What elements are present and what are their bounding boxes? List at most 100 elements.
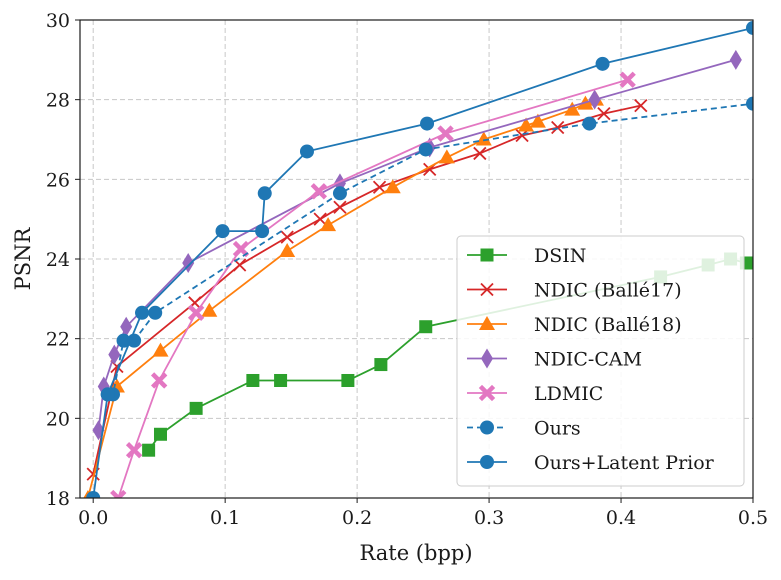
legend-marker	[479, 316, 495, 330]
series-layer	[83, 20, 753, 498]
x-tick-label: 0.1	[210, 507, 240, 529]
series-ndic-ball-17	[86, 99, 648, 481]
x-axis-label: Rate (bpp)	[359, 541, 472, 565]
data-point	[597, 106, 611, 121]
y-tick-label: 22	[46, 329, 70, 351]
legend-box	[456, 235, 745, 487]
data-point	[418, 142, 433, 157]
y-axis-label: PSNR	[11, 226, 35, 290]
legend-label: LDMIC	[534, 383, 603, 405]
data-point	[232, 240, 250, 258]
legend-label: NDIC (Ballé17)	[534, 280, 682, 302]
x-tick-label: 0.2	[342, 507, 372, 529]
legend: DSIN NDIC (Ballé17) NDIC (Ballé18) NDIC-CAM…	[456, 235, 745, 487]
data-point	[125, 442, 143, 459]
x-tick-label: 0.3	[474, 507, 504, 529]
legend-entry-dsin: DSIN	[467, 245, 586, 267]
data-point	[437, 125, 454, 142]
legend-label: NDIC (Ballé18)	[534, 314, 682, 336]
legend-entry-ndic-ball-17: NDIC (Ballé17)	[467, 280, 682, 302]
legend-entry-ndic-ball-18: NDIC (Ballé18)	[467, 314, 682, 336]
y-tick-label: 28	[46, 90, 70, 112]
data-point	[419, 320, 433, 334]
data-point	[384, 179, 401, 194]
y-tick-label: 30	[46, 10, 70, 32]
legend-label: Ours+Latent Prior	[534, 452, 715, 474]
data-point	[150, 372, 168, 389]
data-point	[142, 443, 156, 457]
data-point	[582, 116, 597, 131]
legend-entry-ours: Ours	[467, 418, 581, 440]
legend-entry-ldmic: LDMIC	[467, 383, 603, 405]
data-point	[341, 373, 355, 387]
data-point	[310, 183, 328, 200]
legend-marker	[480, 420, 494, 435]
legend-marker	[478, 384, 496, 402]
data-point	[473, 146, 487, 161]
data-point	[127, 333, 142, 348]
series-ours-latent-prior	[86, 20, 753, 498]
legend-label: Ours	[534, 418, 581, 440]
data-point	[588, 89, 601, 110]
data-point	[333, 200, 347, 214]
data-point	[86, 491, 101, 498]
data-point	[110, 489, 127, 498]
x-tick-label: 0.5	[738, 507, 768, 529]
data-point	[246, 373, 260, 387]
data-point	[148, 305, 163, 320]
data-point	[518, 117, 535, 132]
data-point	[729, 49, 742, 70]
data-point	[116, 333, 131, 348]
data-point	[564, 101, 581, 116]
data-point	[551, 120, 565, 135]
x-tick-label: 0.4	[606, 507, 636, 529]
data-point	[746, 20, 753, 35]
data-point	[529, 113, 546, 128]
data-point	[299, 144, 314, 159]
legend-label: DSIN	[534, 245, 586, 267]
data-point	[135, 305, 150, 320]
data-point	[120, 316, 133, 337]
data-point	[746, 96, 753, 111]
data-point	[438, 149, 455, 164]
legend-entry-ndic-cam: NDIC-CAM	[467, 348, 642, 371]
legend-entry-ours-latent-prior: Ours+Latent Prior	[467, 452, 715, 474]
series-line-ndic-ball-17	[92, 104, 641, 475]
y-tick-label: 18	[46, 488, 70, 510]
data-point	[274, 373, 288, 387]
series-ndic-cam	[92, 49, 742, 441]
legend-label: NDIC-CAM	[534, 349, 642, 371]
data-point	[152, 342, 169, 357]
legend-marker	[480, 248, 494, 262]
series-line-ours-latent-prior	[92, 27, 753, 498]
data-point	[313, 212, 327, 226]
legend-marker	[480, 282, 494, 297]
data-point	[255, 224, 270, 239]
data-point	[634, 99, 648, 113]
y-tick-label: 24	[46, 249, 70, 271]
data-point	[619, 71, 636, 88]
data-point	[108, 344, 121, 365]
data-point	[189, 401, 203, 415]
data-point	[374, 358, 388, 372]
data-point	[372, 180, 387, 194]
data-point	[215, 224, 230, 239]
x-axis-ticks: 0.0 0.1 0.2 0.3 0.4 0.5	[78, 498, 768, 529]
data-point	[100, 387, 115, 402]
data-point	[187, 304, 205, 321]
data-point	[595, 56, 610, 71]
x-tick-label: 0.0	[78, 507, 108, 529]
data-point	[320, 217, 337, 232]
legend-marker	[481, 348, 493, 369]
legend-marker	[480, 455, 494, 469]
data-point	[201, 302, 218, 317]
data-point	[280, 230, 294, 244]
data-point	[279, 243, 296, 258]
data-point	[257, 186, 272, 201]
y-tick-label: 26	[46, 169, 70, 191]
series-line-ndic-ball-18	[87, 98, 597, 498]
data-point	[475, 131, 492, 146]
y-tick-label: 20	[46, 408, 70, 430]
data-point	[420, 116, 435, 131]
